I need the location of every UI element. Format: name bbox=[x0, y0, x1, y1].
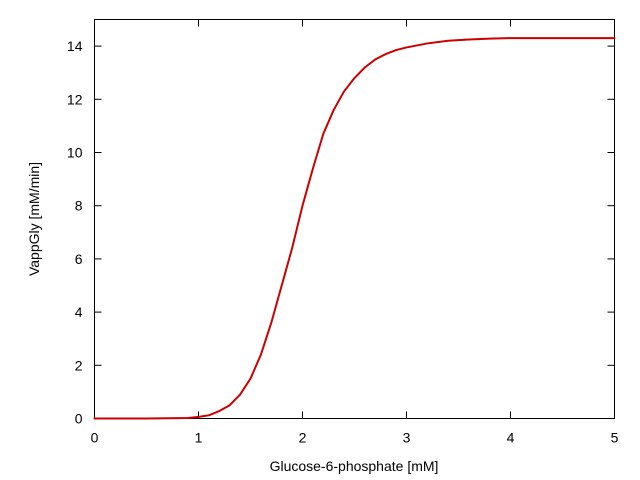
x-tick-label: 0 bbox=[91, 430, 99, 446]
y-tick-label: 2 bbox=[75, 357, 83, 373]
x-tick-label: 5 bbox=[611, 430, 619, 446]
y-tick-label: 6 bbox=[75, 251, 83, 267]
y-tick-label: 10 bbox=[67, 145, 83, 161]
x-tick-label: 1 bbox=[195, 430, 203, 446]
x-tick-label: 4 bbox=[507, 430, 515, 446]
y-tick-label: 8 bbox=[75, 198, 83, 214]
series-layer bbox=[93, 37, 616, 420]
y-tick-label: 4 bbox=[75, 304, 83, 320]
y-tick-label: 14 bbox=[67, 38, 83, 54]
x-tick-label: 3 bbox=[403, 430, 411, 446]
y-tick-label: 12 bbox=[67, 91, 83, 107]
series-line bbox=[93, 37, 616, 420]
x-tick-label: 2 bbox=[299, 430, 307, 446]
plot-frame bbox=[94, 19, 615, 419]
y-axis-label: VappGly [mM/min] bbox=[26, 162, 42, 276]
x-axis-label: Glucose-6-phosphate [mM] bbox=[270, 458, 439, 474]
y-tick-label: 0 bbox=[75, 411, 83, 427]
x-axis: 0 1 2 3 4 5 bbox=[91, 19, 619, 446]
